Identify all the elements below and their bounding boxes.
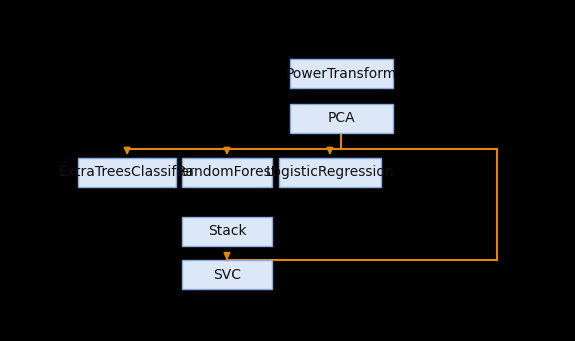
FancyBboxPatch shape	[182, 158, 271, 187]
FancyBboxPatch shape	[290, 59, 393, 88]
Text: SVC: SVC	[213, 268, 241, 282]
Text: LogisticRegression: LogisticRegression	[266, 165, 394, 179]
Text: PowerTransform: PowerTransform	[286, 67, 397, 81]
FancyBboxPatch shape	[182, 217, 271, 246]
FancyBboxPatch shape	[182, 260, 271, 289]
FancyBboxPatch shape	[78, 158, 176, 187]
Text: Stack: Stack	[208, 224, 246, 238]
Text: RandomForest: RandomForest	[177, 165, 277, 179]
Text: PCA: PCA	[328, 112, 355, 125]
Text: ExtraTreesClassifier: ExtraTreesClassifier	[59, 165, 196, 179]
FancyBboxPatch shape	[279, 158, 381, 187]
FancyBboxPatch shape	[290, 104, 393, 133]
